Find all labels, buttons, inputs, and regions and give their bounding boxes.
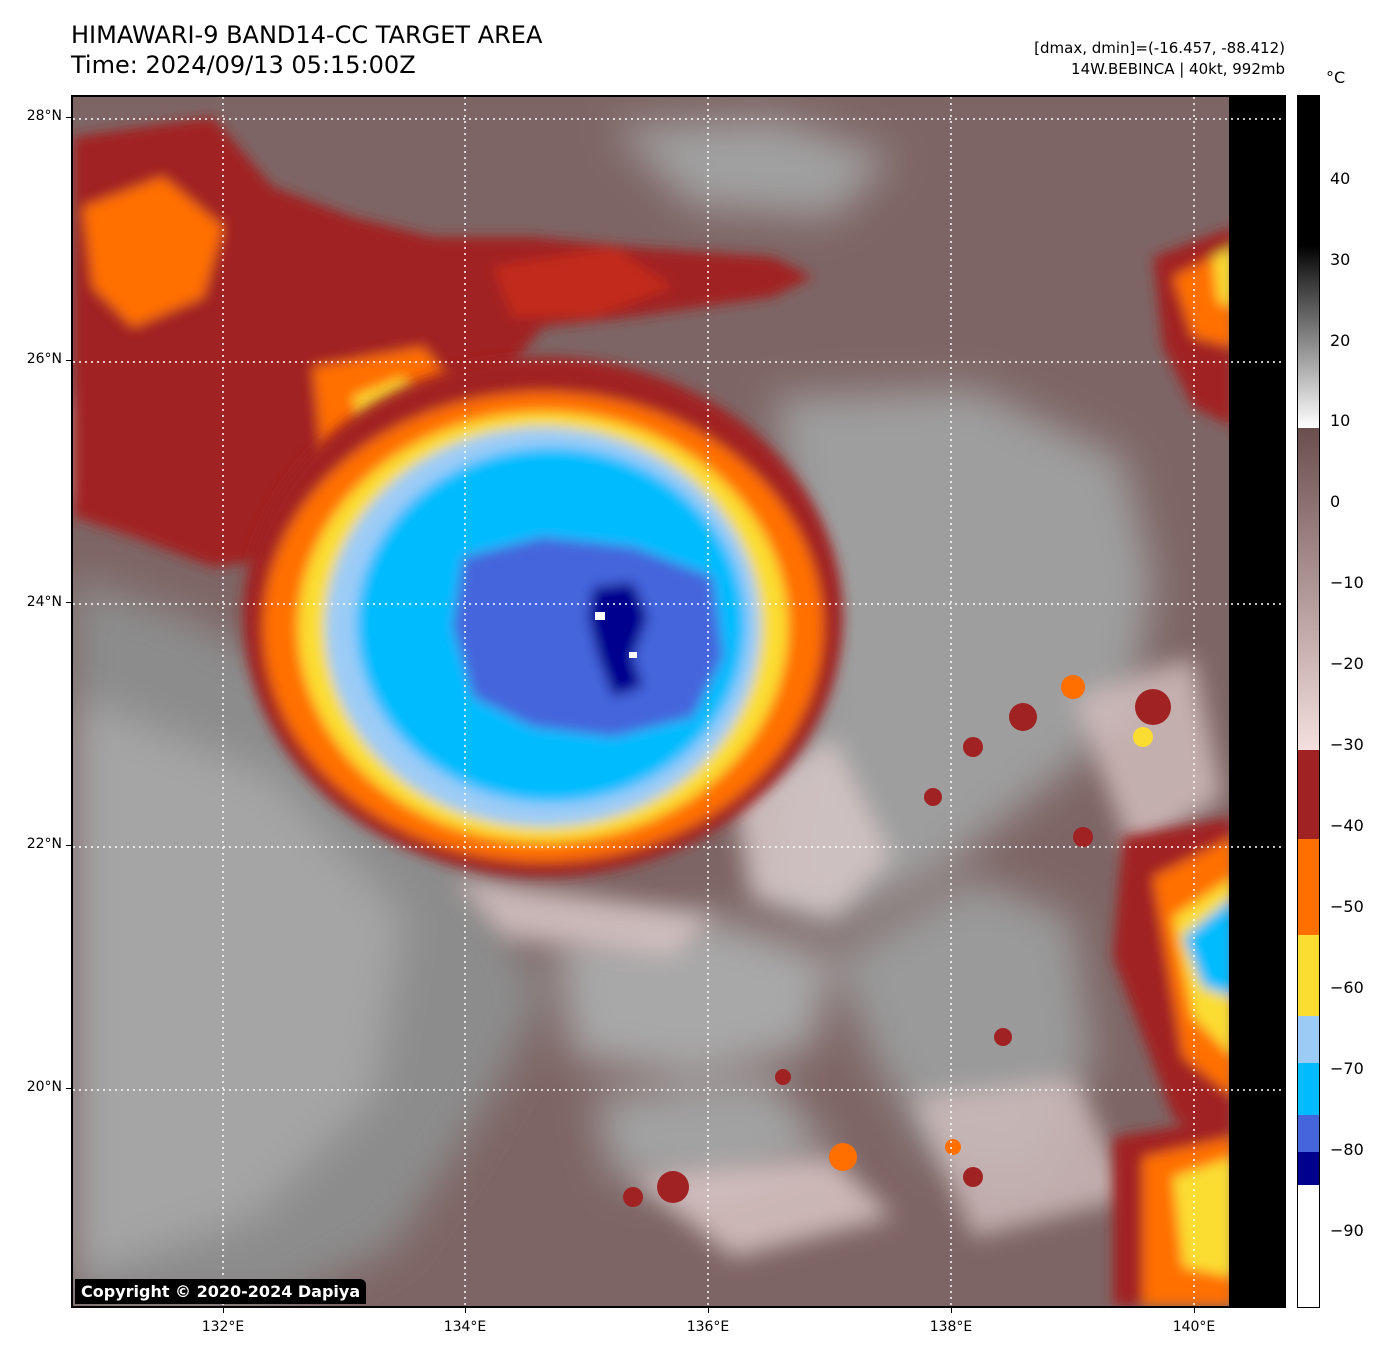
lon-tick-138 — [951, 1308, 952, 1313]
lat-label-22: 22°N — [26, 836, 62, 852]
colorbar — [1297, 95, 1320, 1308]
lat-label-24: 24°N — [26, 594, 62, 610]
colorbar-label-minus60: −60 — [1330, 978, 1364, 997]
colorbar-label-40: 40 — [1330, 169, 1351, 188]
colorbar-label-minus30: −30 — [1330, 735, 1364, 754]
satellite-image-svg — [73, 97, 1284, 1306]
meta-info: [dmax, dmin]=(-16.457, -88.412) 14W.BEBI… — [1034, 38, 1285, 80]
lat-label-26: 26°N — [26, 351, 62, 367]
colorbar-warm-segment — [1298, 428, 1319, 750]
colorbar-label-0: 0 — [1330, 492, 1341, 511]
colorbar-label-minus20: −20 — [1330, 654, 1364, 673]
colorbar-svg — [1298, 96, 1319, 1307]
colorbar-white — [1298, 1185, 1319, 1307]
colorbar-yellow — [1298, 935, 1319, 1016]
colorbar-label-minus90: −90 — [1330, 1221, 1364, 1240]
lon-tick-134 — [465, 1308, 466, 1313]
colorbar-label-minus10: −10 — [1330, 573, 1364, 592]
lon-label-132: 132°E — [201, 1319, 245, 1335]
lon-tick-140 — [1194, 1308, 1195, 1313]
lat-label-28: 28°N — [26, 108, 62, 124]
lon-label-136: 136°E — [686, 1319, 730, 1335]
storm-core — [243, 357, 843, 877]
temperature-range-text: [dmax, dmin]=(-16.457, -88.412) — [1034, 39, 1285, 57]
colorbar-orange — [1298, 839, 1319, 935]
colorbar-label-minus50: −50 — [1330, 897, 1364, 916]
lon-label-138: 138°E — [929, 1319, 973, 1335]
lat-tick-22 — [66, 845, 71, 846]
lon-label-134: 134°E — [443, 1319, 487, 1335]
coldest-spot-2 — [629, 652, 637, 658]
title-line-time: Time: 2024/09/13 05:15:00Z — [71, 51, 416, 79]
colorbar-label-30: 30 — [1330, 250, 1351, 269]
no-data-strip — [1229, 97, 1284, 1306]
east-edge-convection — [1113, 227, 1233, 1306]
lon-tick-132 — [223, 1308, 224, 1313]
graticule — [73, 97, 1284, 1306]
title-line-product: HIMAWARI-9 BAND14-CC TARGET AREA — [71, 21, 543, 49]
colorbar-label-20: 20 — [1330, 331, 1351, 350]
colorbar-label-minus80: −80 — [1330, 1140, 1364, 1159]
lat-tick-28 — [66, 117, 71, 118]
colorbar-gray-segment — [1298, 96, 1319, 428]
lon-tick-136 — [708, 1308, 709, 1313]
lat-tick-26 — [66, 360, 71, 361]
colorbar-navy — [1298, 1152, 1319, 1185]
lon-label-140: 140°E — [1172, 1319, 1216, 1335]
colorbar-dark-red — [1298, 750, 1319, 839]
scattered-cells — [623, 675, 1171, 1207]
satellite-image: Copyright © 2020-2024 Dapiya — [71, 95, 1286, 1308]
colorbar-unit: °C — [1326, 68, 1346, 87]
copyright-badge: Copyright © 2020-2024 Dapiya — [75, 1279, 367, 1304]
chart-title: HIMAWARI-9 BAND14-CC TARGET AREA Time: 2… — [71, 20, 542, 80]
colorbar-light-blue — [1298, 1016, 1319, 1063]
colorbar-label-minus40: −40 — [1330, 816, 1364, 835]
colorbar-label-10: 10 — [1330, 411, 1351, 430]
lat-tick-24 — [66, 602, 71, 603]
lat-label-20: 20°N — [26, 1079, 62, 1095]
lat-tick-20 — [66, 1088, 71, 1089]
colorbar-royal-blue — [1298, 1115, 1319, 1152]
storm-info-text: 14W.BEBINCA | 40kt, 992mb — [1071, 60, 1285, 78]
coldest-spot-1 — [595, 612, 605, 620]
colorbar-cyan — [1298, 1063, 1319, 1115]
colorbar-label-minus70: −70 — [1330, 1059, 1364, 1078]
